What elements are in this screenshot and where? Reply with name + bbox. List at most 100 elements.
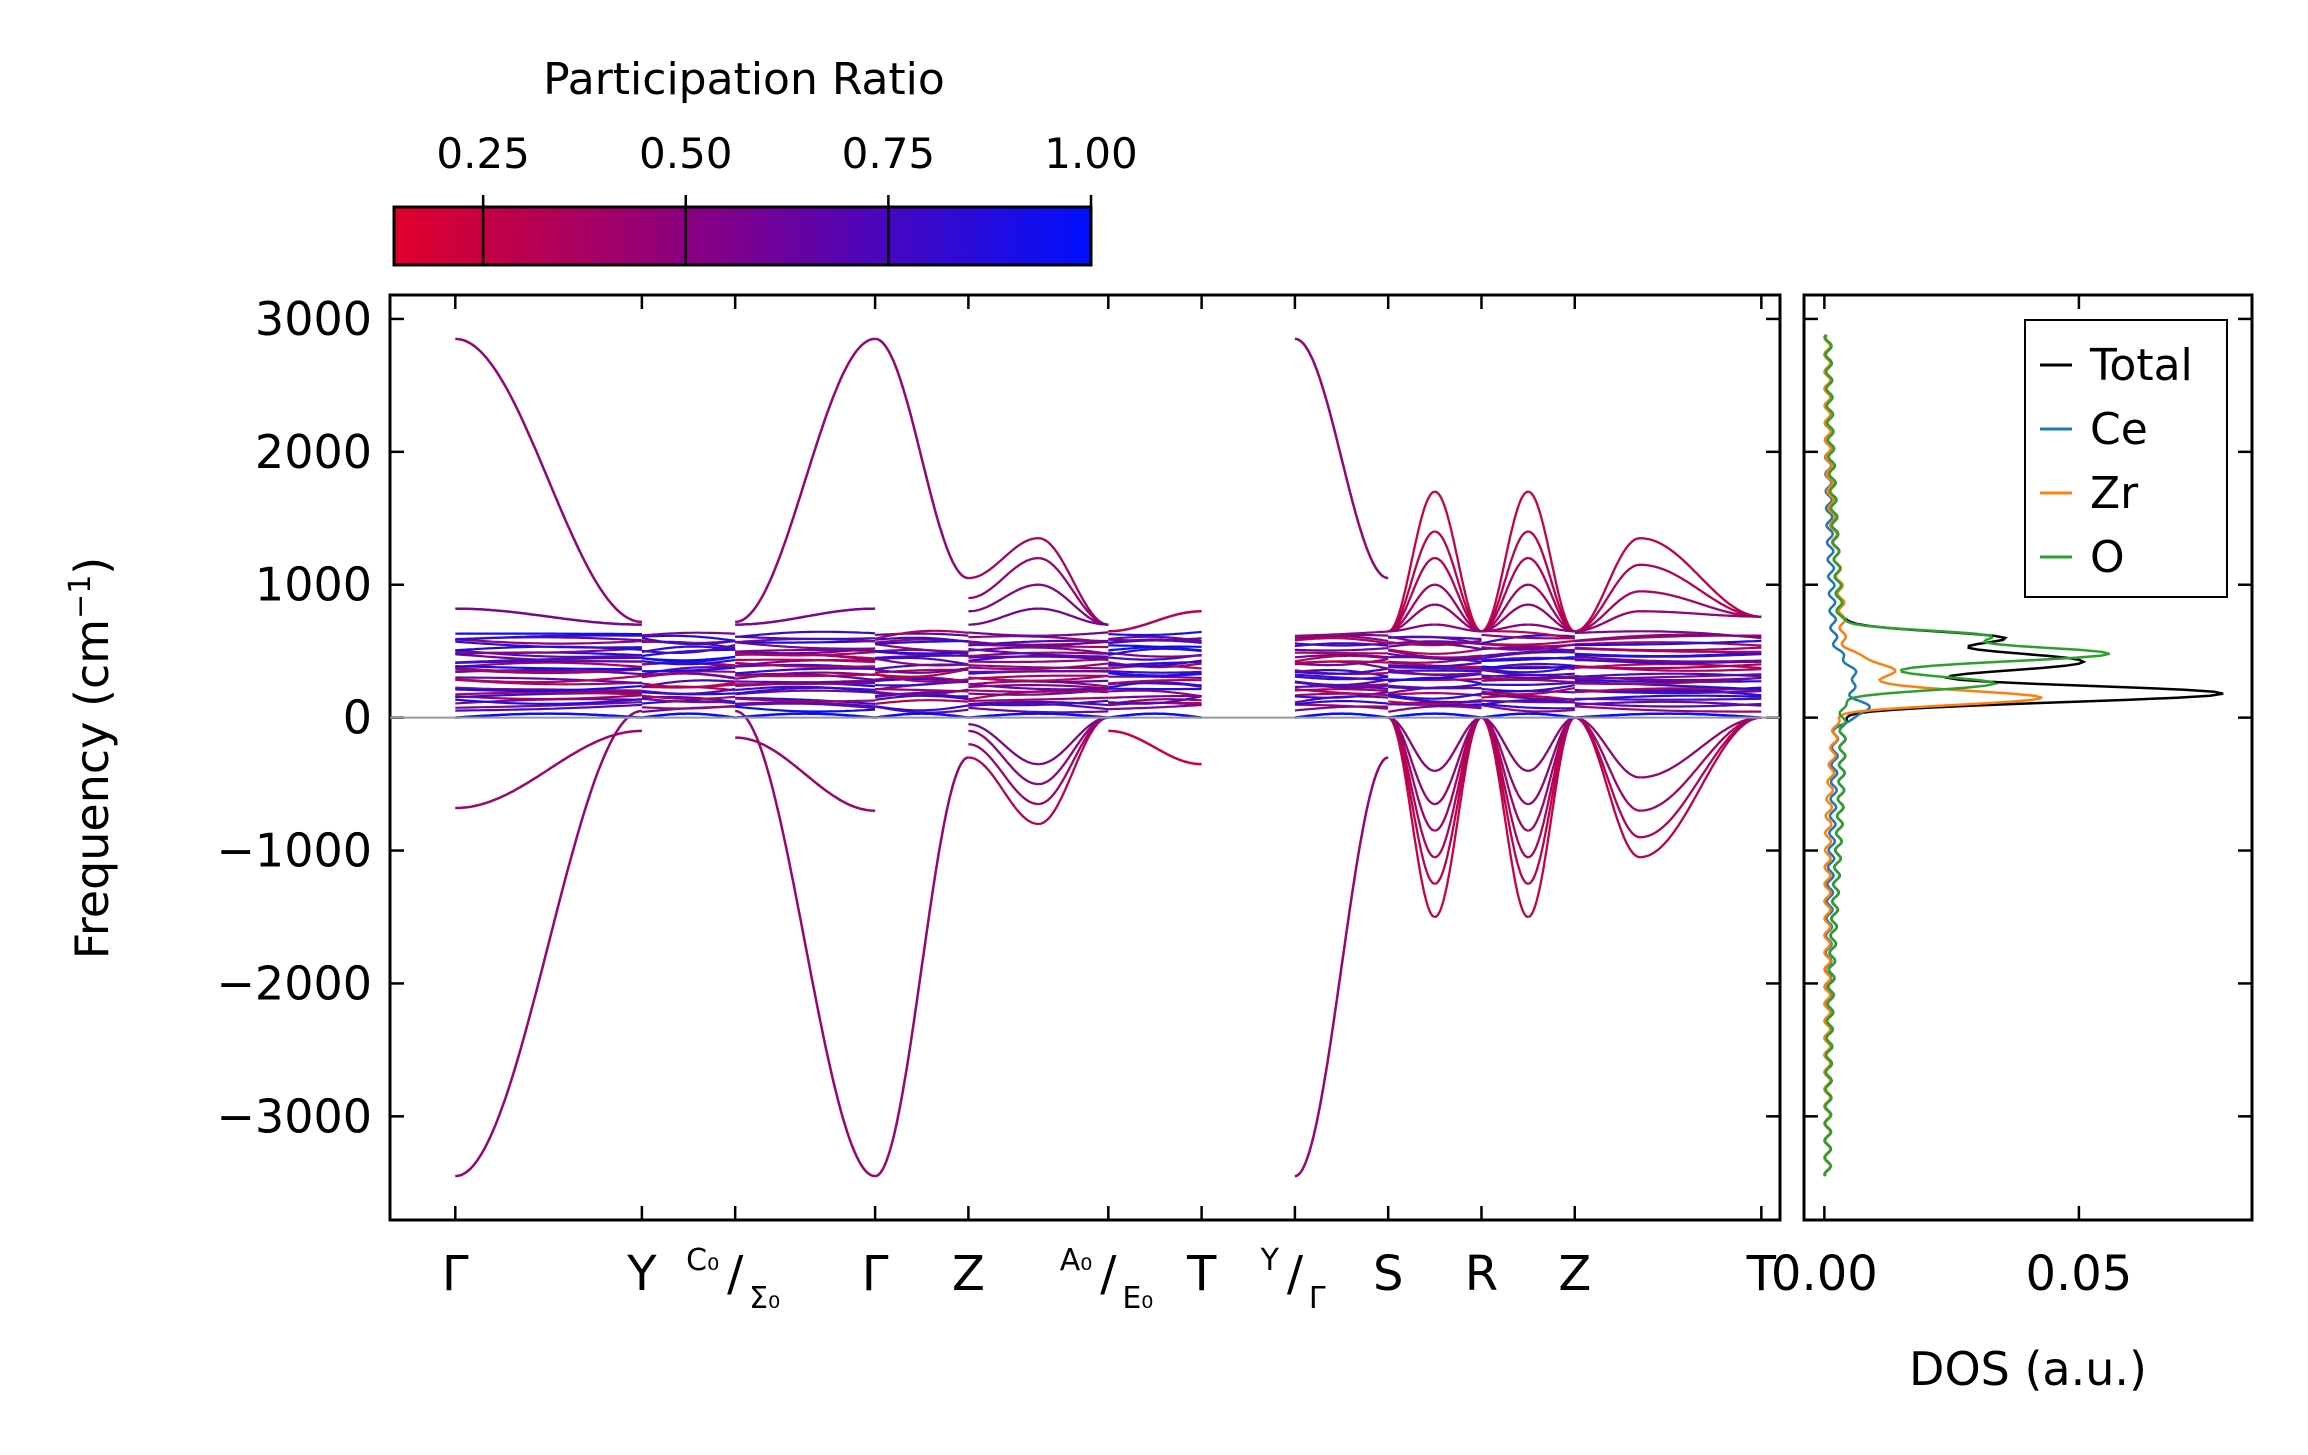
band-line: [1434, 530, 1482, 633]
band-line: [735, 651, 876, 657]
band-line: [735, 736, 876, 812]
band-line: [735, 701, 876, 708]
band-line: [455, 640, 642, 649]
band-line: [968, 674, 1109, 682]
x-tick-label: R: [1465, 1246, 1498, 1302]
band-line: [968, 583, 1039, 613]
band-line: [735, 696, 876, 705]
band-line: [1481, 684, 1575, 693]
band-line: [1294, 756, 1389, 1178]
band-line: [1294, 630, 1389, 637]
band-line: [968, 662, 1109, 671]
band-line: [1481, 674, 1575, 680]
legend-label-zr: Zr: [2090, 468, 2139, 519]
band-line: [968, 658, 1109, 664]
band-line: [735, 672, 876, 681]
band-line: [1574, 694, 1762, 701]
band-line: [875, 688, 969, 693]
band-line: [1294, 637, 1389, 645]
band-line: [1108, 630, 1202, 637]
band-line: [968, 648, 1109, 658]
band-line: [1481, 490, 1529, 633]
y-tick-label: −2000: [216, 956, 372, 1010]
band-line: [1574, 702, 1762, 708]
band-line: [641, 648, 736, 657]
band-line: [1388, 603, 1435, 633]
band-line: [1388, 636, 1482, 641]
band-line: [1640, 716, 1762, 812]
colorbar-tick-label: 0.25: [436, 129, 530, 178]
dos-curve-o: [1823, 334, 2110, 1177]
band-line: [1434, 490, 1482, 633]
band-line: [455, 698, 642, 705]
band-line: [1294, 673, 1389, 682]
band-line: [1108, 644, 1202, 652]
band-line: [455, 634, 642, 641]
band-line: [1574, 651, 1762, 658]
band-line: [1434, 556, 1482, 633]
colorbar: Participation Ratio 0.25 0.50 0.75 1.00: [392, 54, 1138, 267]
band-line: [1574, 687, 1762, 694]
band-line: [968, 664, 1109, 670]
band-line: [1574, 716, 1641, 839]
x-tick-label-top: A₀: [1060, 1243, 1093, 1278]
band-line: [1574, 590, 1641, 633]
band-line: [968, 696, 1109, 703]
band-line: [1434, 716, 1482, 919]
y-tick-label: 3000: [255, 292, 372, 346]
band-line: [874, 657, 969, 667]
band-line: [455, 729, 642, 810]
y-tick-label: 1000: [255, 558, 372, 612]
band-line: [1388, 695, 1482, 704]
dos-x-tick-label: 0.05: [2025, 1246, 2132, 1302]
band-line: [968, 646, 1109, 655]
band-line: [1481, 665, 1575, 674]
band-line: [1481, 686, 1575, 696]
band-line: [1528, 603, 1575, 633]
band-line: [1574, 655, 1762, 663]
band-line: [1108, 671, 1202, 677]
band-line: [1108, 637, 1202, 642]
band-line: [641, 694, 736, 700]
band-line: [1481, 704, 1575, 713]
band-line: [455, 632, 642, 636]
band-line: [968, 631, 1109, 637]
band-line: [1294, 703, 1389, 710]
band-line: [735, 697, 876, 703]
band-line: [1294, 642, 1389, 647]
band-line: [875, 337, 969, 580]
band-line: [1528, 530, 1575, 633]
band-line: [1294, 653, 1389, 659]
band-line: [1388, 692, 1482, 700]
band-line: [735, 709, 876, 1178]
band-line: [1108, 712, 1202, 719]
x-tick-label-bottom: Γ: [1309, 1281, 1326, 1316]
band-line: [1574, 678, 1762, 683]
band-line: [1108, 729, 1202, 766]
band-line: [641, 655, 736, 662]
band-line: [1527, 556, 1575, 633]
band-line: [1388, 705, 1482, 713]
band-line: [455, 607, 642, 626]
band-line: [735, 712, 876, 719]
band-line: [968, 729, 1039, 786]
band-line: [1038, 716, 1109, 766]
band-line: [875, 632, 969, 637]
band-line: [641, 637, 736, 646]
band-line: [1387, 716, 1436, 919]
band-line: [1528, 716, 1575, 806]
y-axis-label: Frequency (cm−1): [63, 557, 119, 960]
band-line: [1108, 694, 1202, 699]
y-tick-label: −1000: [216, 824, 372, 878]
band-line: [1481, 681, 1575, 686]
x-tick-label: S: [1373, 1246, 1403, 1302]
band-line: [1294, 647, 1389, 652]
band-line: [455, 674, 643, 684]
band-line: [1108, 689, 1202, 698]
x-tick-label-slash: /: [727, 1246, 744, 1302]
dos-curves: [1823, 334, 2224, 1177]
band-line: [1294, 712, 1389, 719]
band-line: [735, 705, 876, 713]
band-line: [1108, 659, 1202, 667]
